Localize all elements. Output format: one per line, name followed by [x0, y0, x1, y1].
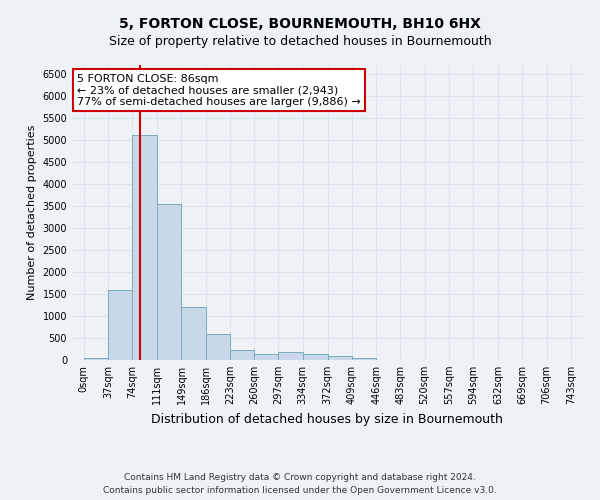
Text: Contains HM Land Registry data © Crown copyright and database right 2024.
Contai: Contains HM Land Registry data © Crown c… — [103, 474, 497, 495]
Bar — [181, 307, 206, 360]
Bar — [254, 354, 278, 360]
Bar — [157, 204, 181, 360]
Bar — [352, 358, 376, 360]
Text: 5 FORTON CLOSE: 86sqm
← 23% of detached houses are smaller (2,943)
77% of semi-d: 5 FORTON CLOSE: 86sqm ← 23% of detached … — [77, 74, 361, 107]
Bar — [278, 352, 303, 360]
Bar — [108, 290, 133, 360]
Bar — [303, 354, 328, 360]
X-axis label: Distribution of detached houses by size in Bournemouth: Distribution of detached houses by size … — [151, 412, 503, 426]
Bar — [206, 334, 230, 360]
Bar — [133, 136, 157, 360]
Bar — [84, 358, 108, 360]
Text: Size of property relative to detached houses in Bournemouth: Size of property relative to detached ho… — [109, 35, 491, 48]
Y-axis label: Number of detached properties: Number of detached properties — [27, 125, 37, 300]
Bar — [328, 356, 352, 360]
Bar — [230, 350, 254, 360]
Text: 5, FORTON CLOSE, BOURNEMOUTH, BH10 6HX: 5, FORTON CLOSE, BOURNEMOUTH, BH10 6HX — [119, 18, 481, 32]
